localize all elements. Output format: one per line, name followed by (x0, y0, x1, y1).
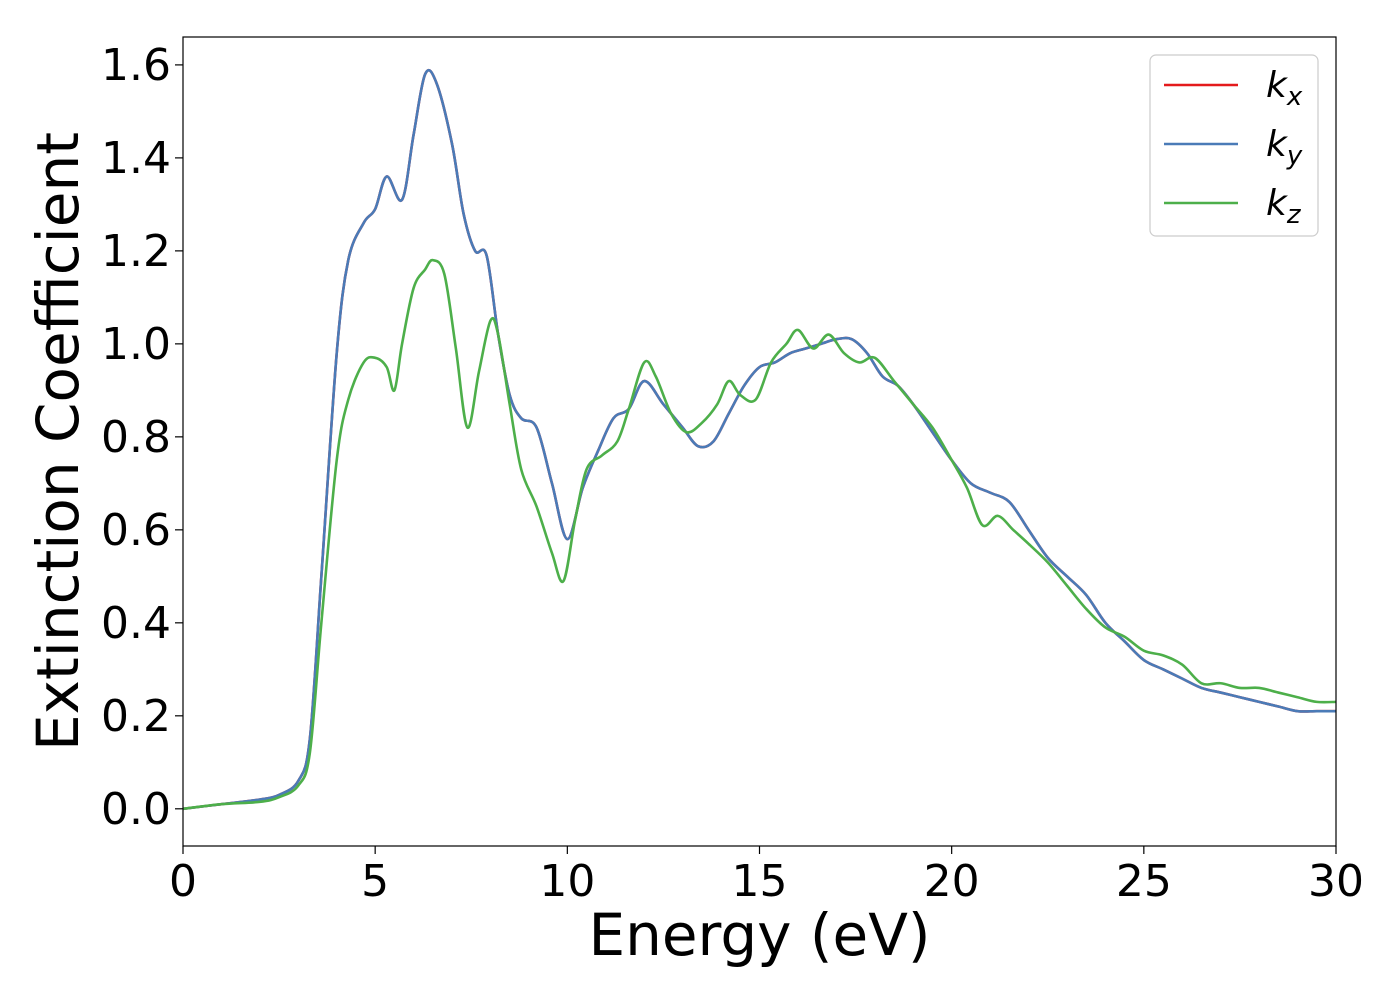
x-tick-label: 30 (1308, 856, 1364, 907)
x-axis-label: Energy (eV) (588, 901, 930, 969)
y-tick-label: 0.4 (101, 598, 171, 649)
series-line-ky (183, 69, 1336, 811)
legend-entry-kx: kx (1266, 65, 1303, 112)
y-tick-label: 0.2 (101, 691, 171, 742)
y-axis-ticks: 0.0 0.2 0.4 0.6 0.8 1.0 1.2 1.4 1.6 (101, 40, 183, 835)
legend-entry-ky: ky (1266, 124, 1303, 171)
series-line-kz (183, 258, 1336, 811)
x-tick-label: 15 (732, 856, 788, 907)
y-axis-label: Extinction Coefficient (24, 132, 92, 751)
x-tick-label: 20 (924, 856, 980, 907)
x-tick-label: 10 (539, 856, 595, 907)
series-layer (183, 69, 1336, 811)
x-tick-label: 0 (169, 856, 197, 907)
legend-entry-kz: kz (1266, 183, 1302, 230)
legend: kx ky kz (1149, 54, 1319, 237)
y-tick-label: 1.0 (101, 319, 171, 370)
x-tick-label: 5 (361, 856, 389, 907)
legend-box (1149, 54, 1319, 237)
y-tick-label: 1.4 (101, 133, 171, 184)
x-axis-ticks: 0 5 10 15 20 25 30 (169, 846, 1364, 907)
y-tick-label: 0.8 (101, 412, 171, 463)
y-tick-label: 0.0 (101, 784, 171, 835)
x-tick-label: 25 (1116, 856, 1172, 907)
y-tick-label: 1.2 (101, 226, 171, 277)
y-tick-label: 0.6 (101, 505, 171, 556)
y-tick-label: 1.6 (101, 40, 171, 91)
